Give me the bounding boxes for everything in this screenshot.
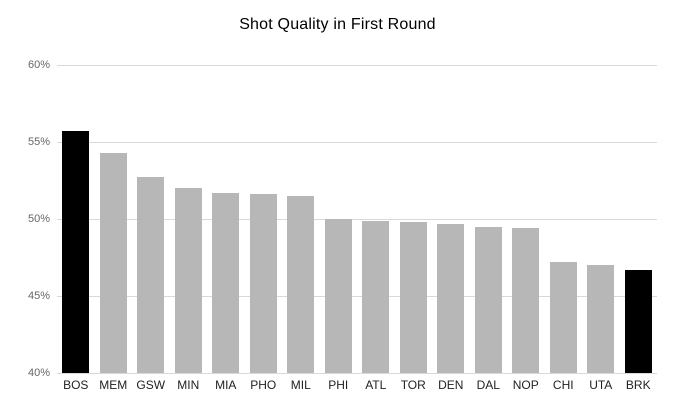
bar-mem [99,152,127,373]
bar-chi [549,262,577,373]
gridline [57,142,657,143]
plot-area [57,65,657,374]
bar-mia [212,192,240,373]
x-tick-label-den: DEN [438,378,464,392]
bar-mil [287,195,315,373]
y-tick-label: 45% [27,290,50,302]
bar-uta [587,265,615,373]
x-tick-label-dal: DAL [476,378,500,392]
bar-pho [249,194,277,373]
y-tick-label: 60% [27,59,50,71]
bar-bos [62,131,90,373]
bar-min [174,188,202,373]
bar-gsw [137,177,165,373]
gridline [57,373,657,374]
x-tick-label-phi: PHI [328,378,349,392]
x-tick-label-bos: BOS [63,378,89,392]
x-tick-label-brk: BRK [625,378,651,392]
x-tick-label-pho: PHO [250,378,277,392]
bar-brk [624,269,652,373]
x-tick-label-chi: CHI [552,378,574,392]
x-tick-label-atl: ATL [365,378,387,392]
x-tick-label-nop: NOP [512,378,539,392]
y-tick-label: 50% [27,213,50,225]
x-tick-label-mil: MIL [290,378,311,392]
x-tick-label-tor: TOR [400,378,426,392]
x-tick-label-uta: UTA [589,378,613,392]
chart-title: Shot Quality in First Round [239,16,436,33]
x-tick-label-mem: MEM [99,378,128,392]
bar-tor [399,222,427,373]
x-tick-label-gsw: GSW [136,378,166,392]
bar-atl [362,220,390,373]
bar-den [437,223,465,373]
y-tick-label: 40% [27,367,50,379]
x-tick-label-mia: MIA [215,378,237,392]
gridline [57,296,657,297]
bar-nop [512,228,540,373]
bar-phi [324,219,352,373]
gridline [57,219,657,220]
x-tick-label-min: MIN [177,378,200,392]
y-tick-label: 55% [27,136,50,148]
bar-dal [474,226,502,373]
gridline [57,65,657,66]
